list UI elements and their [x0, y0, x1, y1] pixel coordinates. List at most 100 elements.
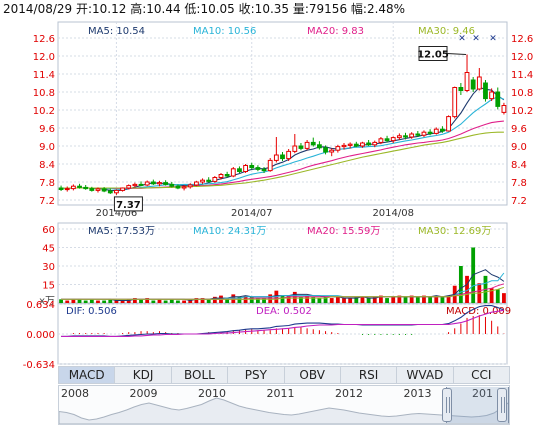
volume-ma30-line: [61, 286, 505, 300]
volume-bar: [292, 291, 297, 303]
candle-body: [83, 186, 89, 190]
volume-bar: [415, 296, 420, 303]
candle-body: [114, 189, 119, 194]
candle-body: [323, 147, 328, 153]
volume-bar: [120, 300, 125, 303]
price-ytick-left: 9.0: [39, 142, 55, 153]
macd-legend-dif: DIF: 0.506: [66, 306, 117, 317]
candle-body: [77, 185, 82, 188]
volume-bar: [495, 289, 500, 303]
navigator-year-label: 2012: [335, 387, 363, 400]
tab-kdj[interactable]: KDJ: [115, 367, 172, 383]
candle-body: [255, 167, 261, 170]
indicator-tabs: MACD KDJ BOLL PSY OBV RSI WVAD CCI: [58, 366, 510, 384]
macd-legend-dea: DEA: 0.502: [256, 306, 312, 317]
tab-obv[interactable]: OBV: [285, 367, 341, 383]
volume-bar: [305, 295, 310, 303]
time-navigator[interactable]: 2008 2009 2010 2011 2012 2013 201: [58, 385, 510, 425]
volume-bar: [163, 300, 168, 303]
header-date: 2014/08/29: [3, 2, 76, 16]
volume-ytick: 60: [42, 225, 55, 236]
volume-bar: [311, 296, 316, 303]
candle-body: [138, 183, 144, 186]
candle-body: [458, 87, 464, 91]
navigator-year-label: 2010: [198, 387, 226, 400]
candle-body: [409, 133, 415, 138]
tab-rsi[interactable]: RSI: [341, 367, 398, 383]
price-legend-ma20: MA20: 9.83: [307, 26, 364, 37]
price-callout-pointer: [446, 53, 467, 55]
candle-body: [427, 131, 433, 134]
volume-bar: [299, 296, 303, 303]
candle-body: [384, 138, 390, 142]
volume-bar: [502, 293, 506, 303]
volume-bar: [366, 298, 371, 303]
candle-body: [163, 182, 169, 185]
candle-body: [470, 79, 476, 90]
tab-macd[interactable]: MACD: [59, 367, 116, 383]
price-event-marker-icon: ✕: [472, 34, 480, 44]
candle-body: [230, 168, 236, 177]
price-ytick-left: 10.2: [33, 106, 55, 117]
candle-body: [273, 154, 279, 161]
volume-bar: [139, 299, 143, 303]
volume-bar: [200, 298, 205, 303]
candle-body: [396, 135, 402, 139]
candle-body: [120, 187, 125, 191]
candle-body: [132, 183, 138, 187]
candle-body: [298, 145, 304, 149]
price-ytick-right: 8.4: [511, 160, 527, 171]
volume-bar: [280, 295, 285, 303]
price-ytick-right: 10.2: [511, 106, 533, 117]
candle-body: [501, 105, 507, 113]
header-open: 开:10.12: [76, 2, 130, 16]
volume-legend-ma30: MA30: 12.69万: [418, 226, 491, 237]
candle-body: [218, 174, 224, 178]
tab-cci[interactable]: CCI: [471, 368, 492, 382]
price-legend-ma10: MA10: 10.56: [193, 26, 256, 37]
price-ytick-right: 7.8: [511, 178, 527, 189]
candle-body: [150, 181, 156, 185]
candle-body: [353, 143, 359, 147]
volume-bar: [409, 295, 414, 303]
volume-ytick: 15: [42, 281, 55, 292]
volume-bar: [354, 296, 359, 303]
candle-body: [107, 190, 113, 194]
candle-body: [446, 116, 451, 132]
header-high: 高:10.44: [130, 1, 184, 16]
candle-body: [360, 142, 365, 147]
candle-body: [403, 135, 408, 138]
volume-bar: [428, 296, 433, 303]
navigator-right-handle[interactable]: [497, 388, 507, 422]
volume-legend-ma10: MA10: 24.31万: [193, 226, 266, 237]
price-ytick-left: 11.4: [33, 70, 55, 81]
candle-body: [267, 159, 273, 172]
price-xtick-label: 2014/08: [372, 208, 414, 219]
candle-body: [126, 185, 132, 189]
price-legend-ma5: MA5: 10.54: [88, 26, 145, 37]
header-low: 低:10.05: [184, 2, 238, 16]
candle-body: [310, 141, 316, 146]
volume-bar: [255, 298, 260, 303]
tab-boll[interactable]: BOLL: [172, 367, 229, 383]
candle-body: [187, 184, 193, 188]
header-volume: 量:79156: [293, 2, 351, 16]
candle-body: [280, 154, 285, 160]
volume-bar: [489, 288, 494, 303]
price-ytick-right: 12.0: [511, 52, 533, 63]
candle-body: [452, 87, 458, 118]
candle-body: [341, 144, 347, 148]
price-ytick-left: 8.4: [39, 160, 55, 171]
tab-psy[interactable]: PSY: [228, 367, 285, 383]
navigator-left-handle[interactable]: [442, 388, 452, 422]
candle-body: [206, 179, 212, 182]
volume-bar: [59, 299, 63, 303]
tab-wvad[interactable]: WVAD: [397, 367, 454, 383]
candle-body: [212, 177, 218, 182]
price-ytick-right: 12.6: [511, 34, 533, 45]
candle-body: [489, 91, 495, 100]
volume-bar: [169, 299, 174, 303]
volume-bar: [342, 298, 346, 303]
price-callout-label: 7.37: [116, 200, 141, 211]
